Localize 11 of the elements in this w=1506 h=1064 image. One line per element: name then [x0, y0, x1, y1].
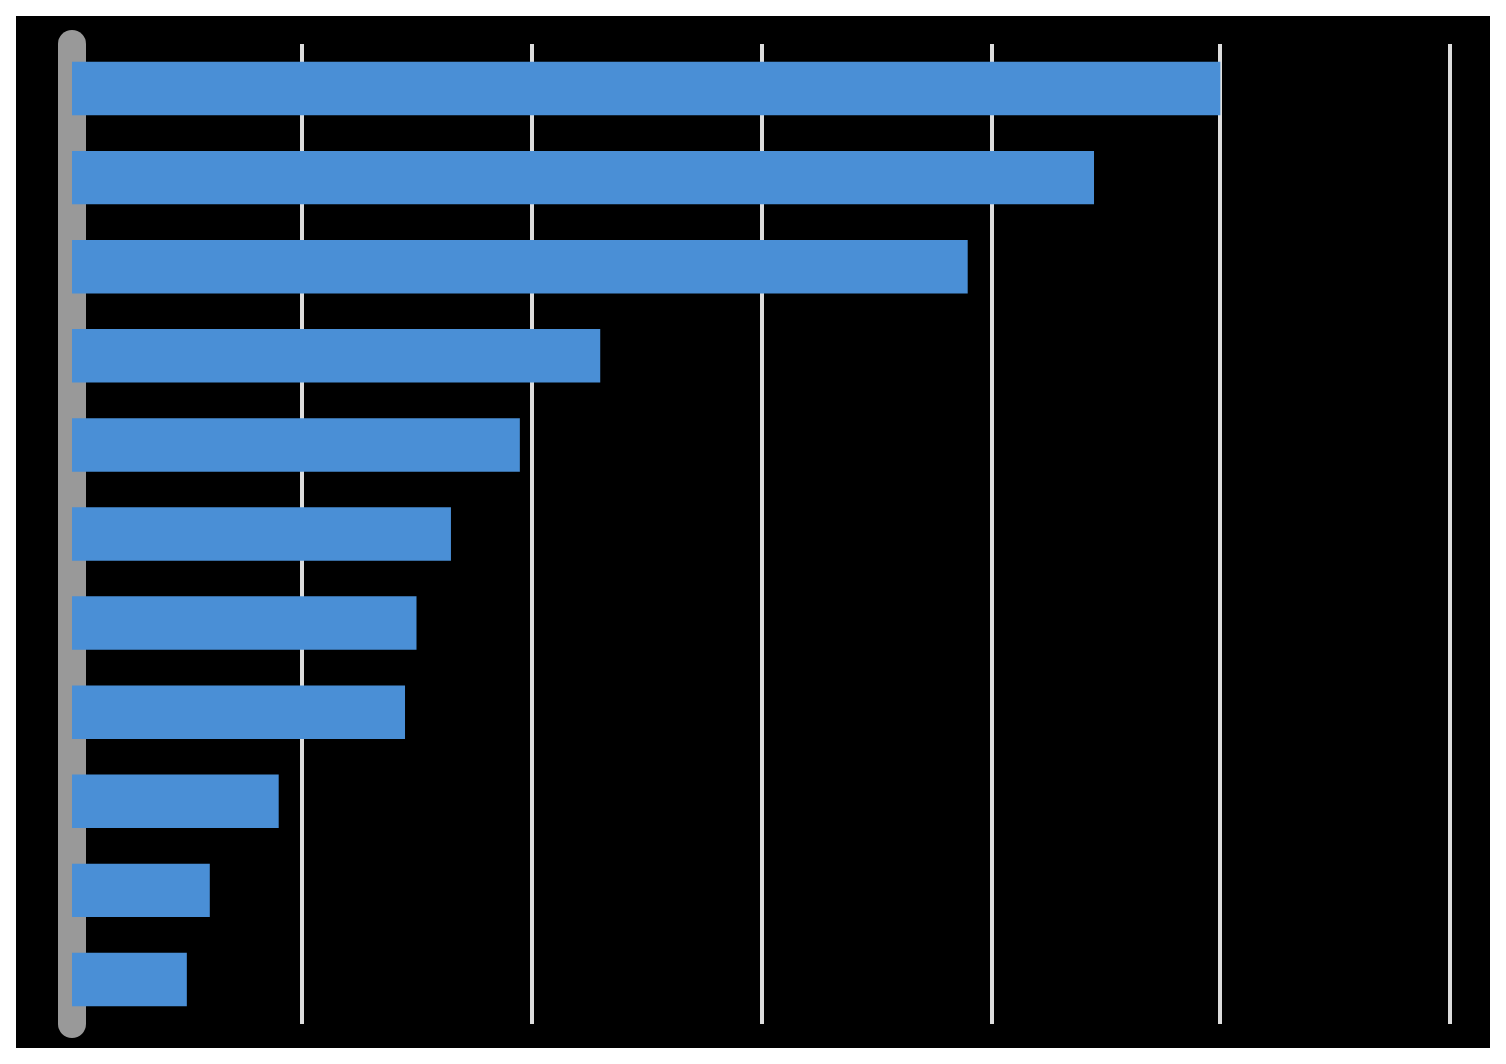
bar — [72, 774, 279, 828]
bar — [72, 61, 1221, 116]
bar — [72, 329, 601, 383]
bar — [72, 685, 406, 739]
bar — [72, 507, 451, 561]
bar — [72, 240, 968, 294]
bar — [72, 863, 210, 918]
bar — [72, 418, 520, 472]
bar — [72, 952, 187, 1007]
bar — [72, 150, 1095, 205]
bar — [72, 596, 417, 650]
